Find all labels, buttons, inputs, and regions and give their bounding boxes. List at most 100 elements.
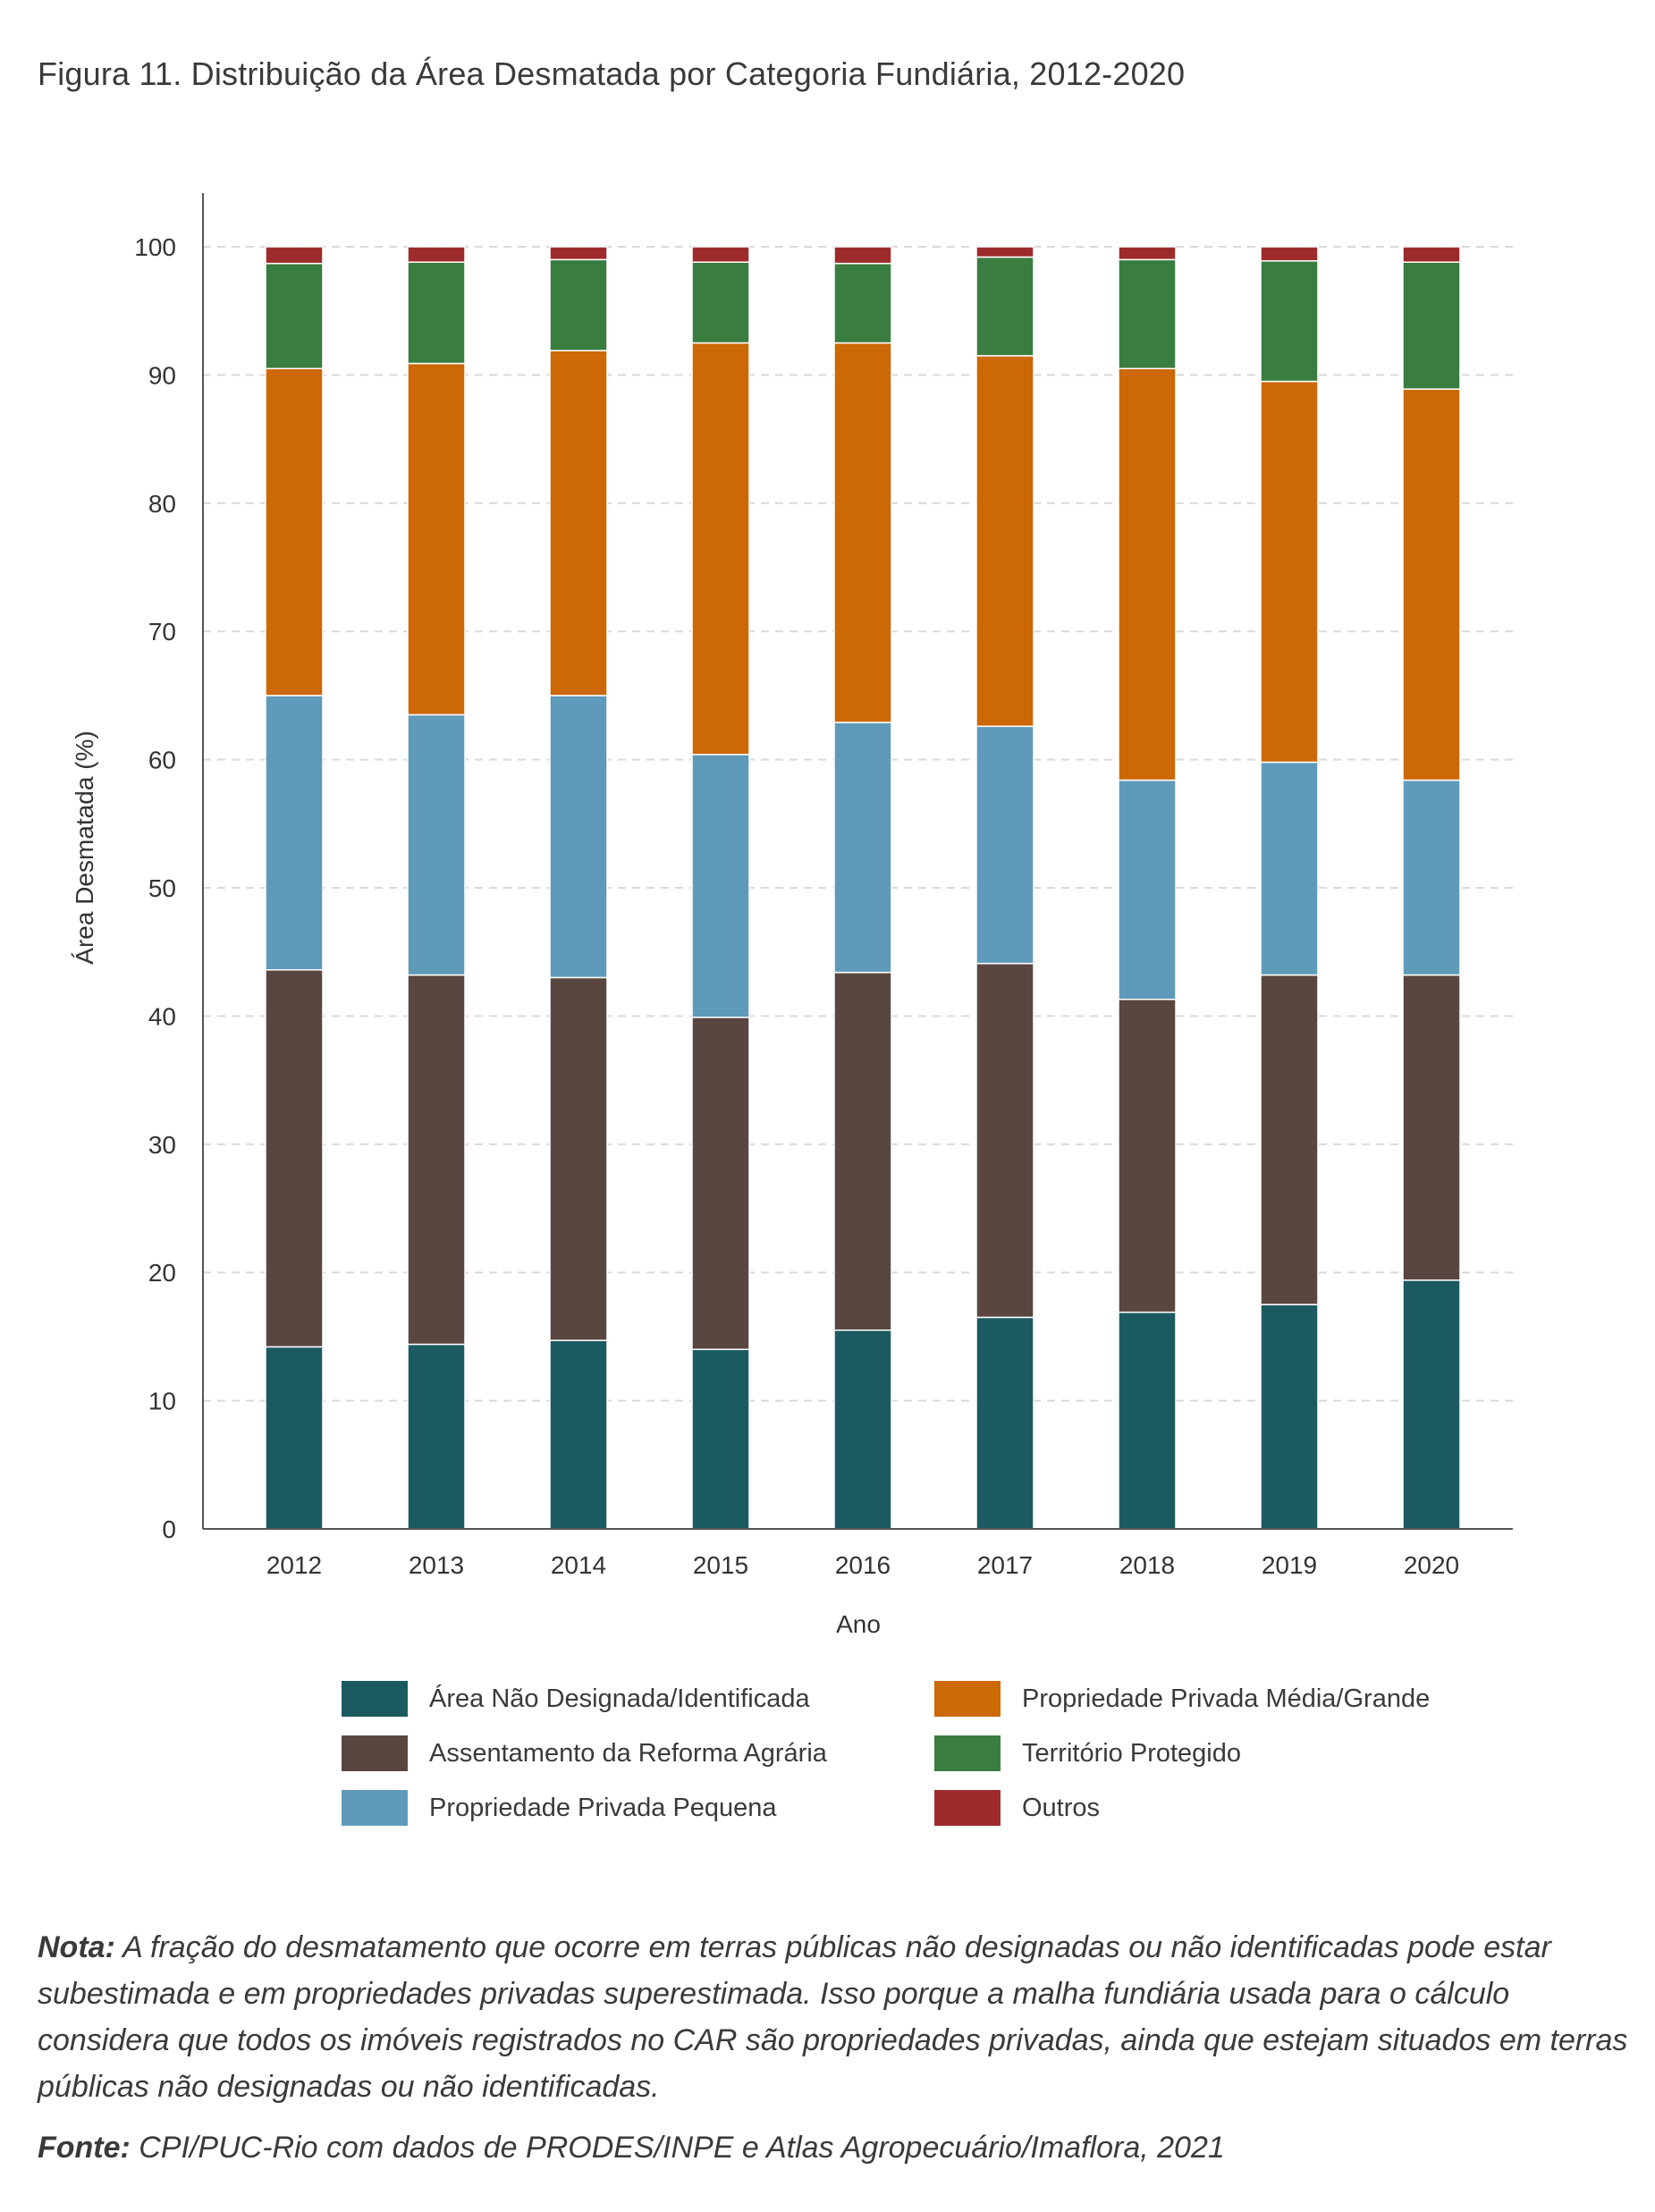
bar-segment [265,1346,324,1530]
bar-segment [975,725,1034,965]
bar-segment [265,262,324,369]
legend-swatch [342,1735,408,1771]
legend-label: Propriedade Privada Média/Grande [1022,1684,1431,1713]
source-text: CPI/PUC-Rio com dados de PRODES/INPE e A… [130,2131,1225,2165]
bar-segment [549,350,608,697]
bar-segment [1118,999,1177,1313]
bar-segment [691,261,750,344]
y-tick-label: 10 [148,1388,176,1415]
bars [265,246,1461,1530]
y-tick-label: 40 [148,1002,176,1030]
note-lead: Nota: [38,1930,115,1964]
bar-segment [833,722,892,974]
legend-item: Assentamento da Reforma Agrária [342,1735,827,1771]
bar-segment [549,695,608,979]
x-tick-label: 2014 [551,1551,606,1579]
bar-segment [975,962,1034,1319]
legend-label: Área Não Designada/Identificada [429,1684,810,1713]
bar-segment [691,246,750,263]
bar-segment [975,246,1034,258]
bar-segment [265,969,324,1348]
bar-segment [407,246,466,263]
bar-segment [265,246,324,265]
legend-swatch [934,1735,1001,1771]
bar-segment [1260,1304,1319,1530]
bar-segment [691,1017,750,1350]
x-tick-label: 2015 [693,1551,748,1579]
legend-swatch [934,1790,1001,1826]
bar-segment [407,1343,466,1530]
legend: Área Não Designada/Identificada Assentame… [342,1681,1504,1860]
bar-segment [975,1316,1034,1530]
legend-item: Propriedade Privada Pequena [342,1790,777,1826]
x-axis-title: Ano [836,1610,881,1638]
legend-item: Território Protegido [934,1735,1241,1771]
legend-item: Propriedade Privada Média/Grande [934,1681,1430,1717]
bar-segment [975,256,1034,357]
bar-segment [1260,260,1319,383]
bar-segment [975,355,1034,728]
y-tick-label: 60 [148,747,176,774]
legend-swatch [342,1790,408,1826]
bar-segment [833,262,892,344]
y-tick-label: 0 [162,1515,176,1543]
x-tick-labels: 2012 2013 2014 2015 2016 2017 2018 2019 2020 [266,1551,1459,1579]
bar-segment [265,367,324,697]
bar-segment [407,362,466,716]
y-tick-label: 80 [148,490,176,518]
legend-label: Território Protegido [1022,1738,1241,1768]
bar-segment [265,695,324,971]
legend-item: Outros [934,1790,1100,1826]
bar-segment [549,258,608,351]
bar-segment [1402,1279,1461,1530]
legend-swatch [934,1681,1001,1717]
y-tick-labels: 0 10 20 30 40 50 60 70 80 90 100 [134,233,176,1543]
x-tick-label: 2019 [1262,1551,1317,1579]
bar-segment [1118,258,1177,369]
y-tick-label: 90 [148,361,176,389]
legend-swatch [342,1681,408,1717]
axes [202,193,1513,1530]
bar-segment [1260,761,1319,976]
x-tick-label: 2016 [835,1551,891,1579]
bar-segment [407,261,466,365]
bar-segment [1118,367,1177,781]
legend-label: Propriedade Privada Pequena [429,1793,777,1822]
bar-segment [1402,779,1461,976]
source: Fonte: CPI/PUC-Rio com dados de PRODES/I… [38,2124,1629,2171]
bar-segment [691,342,750,756]
bar-segment [407,713,466,976]
bar-segment [1118,246,1177,261]
bar-segment [1402,388,1461,781]
x-tick-label: 2012 [266,1551,322,1579]
bar-segment [833,1329,892,1530]
note-text: A fração do desmatamento que ocorre em t… [38,1930,1628,2104]
x-tick-label: 2013 [409,1551,464,1579]
bar-segment [1402,246,1461,263]
legend-label: Outros [1022,1793,1101,1822]
bar-segment [1402,974,1461,1281]
bar-segment [1118,779,1177,1000]
stacked-bar-chart: 0 10 20 30 40 50 60 70 80 90 100 2012 2013 2014 2015 2… [71,193,1513,1638]
bar-segment [1260,246,1319,262]
bar-segment [549,246,608,261]
bar-segment [691,754,750,1018]
y-tick-label: 50 [148,874,176,902]
bar-segment [1402,261,1461,390]
y-tick-label: 100 [134,233,176,261]
x-tick-label: 2017 [977,1551,1033,1579]
y-tick-label: 20 [148,1259,176,1287]
bar-segment [833,971,892,1331]
note: Nota: A fração do desmatamento que ocorr… [38,1924,1629,2110]
y-tick-label: 30 [148,1131,176,1159]
bar-segment [1260,380,1319,764]
bar-segment [833,246,892,265]
bar-segment [691,1348,750,1530]
bar-segment [549,1339,608,1530]
bar-segment [407,974,466,1346]
bar-segment [1260,974,1319,1305]
x-tick-label: 2020 [1404,1551,1459,1579]
y-tick-label: 70 [148,618,176,646]
legend-item: Área Não Designada/Identificada [342,1681,810,1717]
y-axis-title: Área Desmatada (%) [71,730,98,964]
